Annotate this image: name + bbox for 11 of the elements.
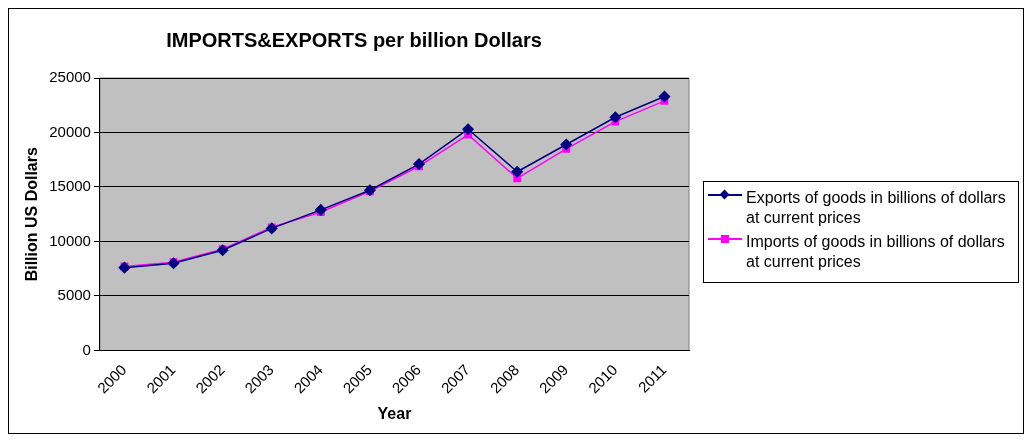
legend-label: Imports of goods in billions of dollars at current prices xyxy=(746,232,1006,272)
y-axis-title: Billion US Dollars xyxy=(23,147,41,282)
y-tick-label: 0 xyxy=(82,340,91,358)
y-tick-label: 15000 xyxy=(49,177,91,195)
y-tick-label: 20000 xyxy=(49,122,91,140)
y-tick-label: 25000 xyxy=(49,68,91,86)
legend-label: Exports of goods in billions of dollars at current prices xyxy=(746,188,1007,228)
chart-title: IMPORTS&EXPORTS per billion Dollars xyxy=(166,28,542,51)
x-axis-title: Year xyxy=(377,404,412,422)
y-tick-label: 5000 xyxy=(57,286,91,304)
y-tick-label: 10000 xyxy=(49,231,91,249)
